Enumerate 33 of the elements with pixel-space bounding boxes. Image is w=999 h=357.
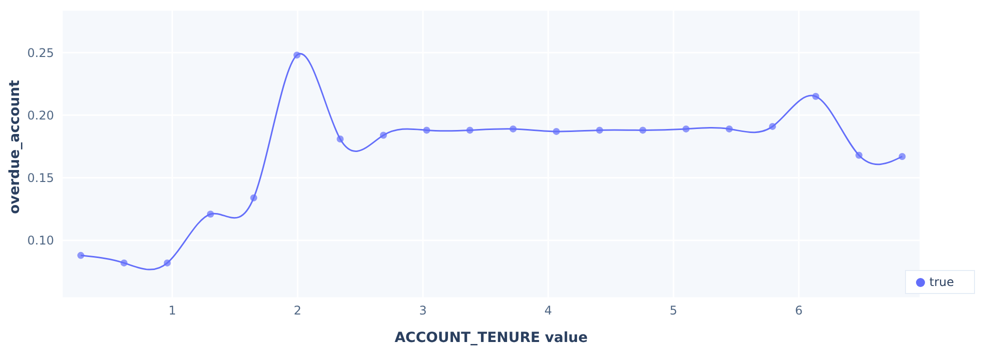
y-axis-title: overdue_account (6, 80, 23, 214)
point (510, 125, 517, 132)
x-tick-label: 1 (168, 304, 176, 318)
x-tick-label: 2 (294, 304, 302, 318)
x-axis-title: ACCOUNT_TENURE value (394, 330, 588, 346)
legend-label: true (929, 275, 954, 289)
point (812, 92, 820, 100)
y-tick-label: 0.25 (27, 46, 54, 60)
point (380, 132, 387, 139)
point (855, 152, 862, 159)
point (898, 153, 906, 160)
point (206, 210, 214, 218)
y-tick-label: 0.10 (27, 234, 54, 248)
x-tick-label: 4 (544, 304, 552, 318)
point (639, 126, 646, 134)
point (423, 126, 430, 134)
y-tick-label: 0.15 (27, 171, 54, 186)
point (120, 259, 128, 266)
point (726, 125, 733, 132)
y-tick-label: 0.20 (27, 108, 54, 122)
point (250, 194, 258, 202)
point (293, 52, 300, 59)
point (466, 126, 474, 134)
x-tick-label: 5 (670, 304, 678, 318)
point (768, 122, 776, 130)
point (552, 128, 560, 135)
point (164, 259, 171, 266)
x-tick-label: 6 (794, 304, 803, 318)
point (336, 135, 344, 142)
point (596, 126, 604, 134)
point (77, 252, 84, 259)
point (682, 125, 690, 132)
x-tick-label: 3 (419, 304, 427, 318)
